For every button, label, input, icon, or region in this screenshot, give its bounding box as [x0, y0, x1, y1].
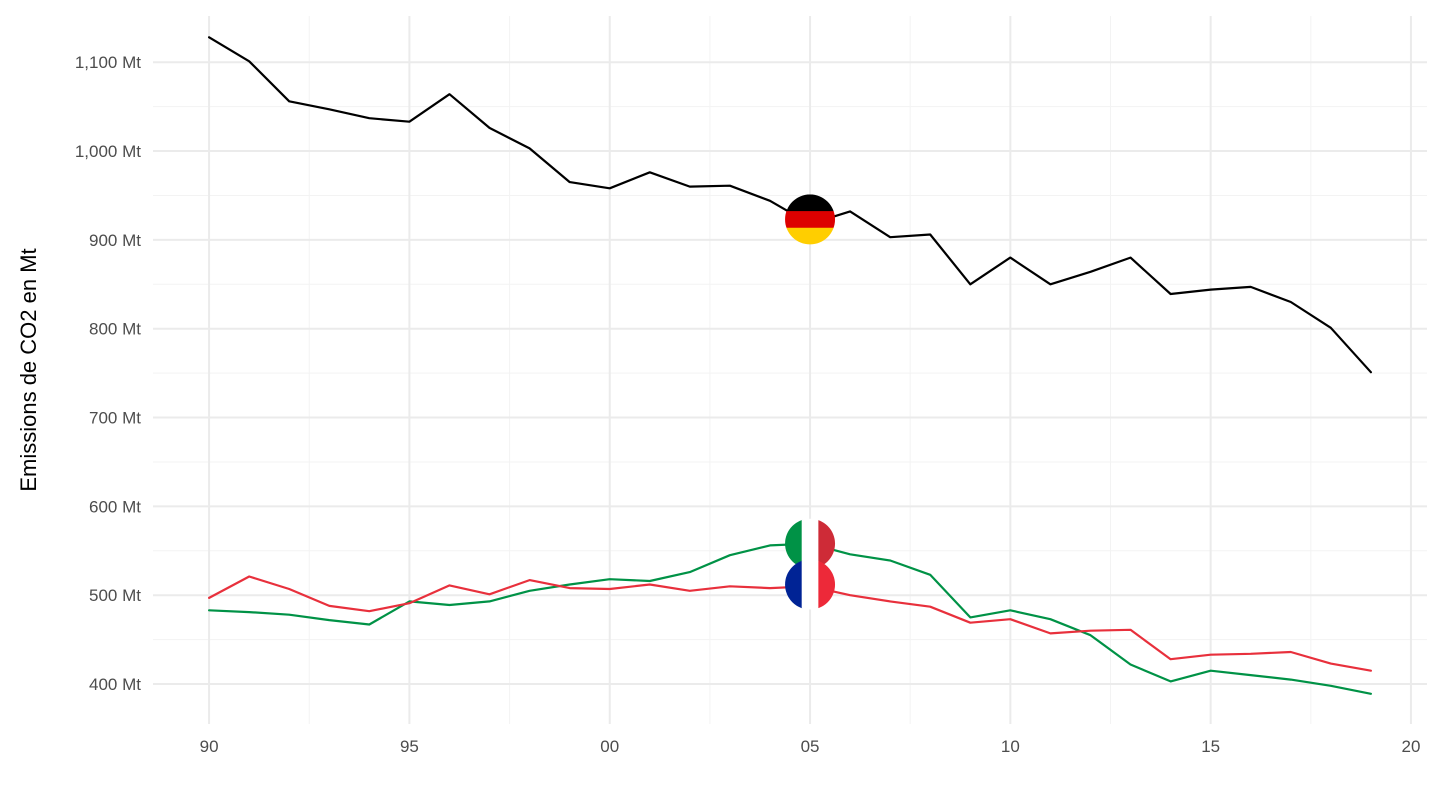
- grid: [153, 16, 1427, 724]
- y-tick-label: 500 Mt: [89, 586, 141, 605]
- y-tick-label: 400 Mt: [89, 675, 141, 694]
- y-tick-label: 700 Mt: [89, 409, 141, 428]
- x-tick-label: 10: [1001, 737, 1020, 756]
- y-tick-label: 1,100 Mt: [75, 53, 141, 72]
- france-flag-icon: [785, 559, 836, 610]
- y-axis: 400 Mt 500 Mt 600 Mt 700 Mt 800 Mt 900 Mt 1,00…: [75, 53, 141, 694]
- x-tick-label: 00: [600, 737, 619, 756]
- x-axis: 90 95 00 05 10 15 20: [200, 737, 1421, 756]
- germany-flag-icon: [785, 194, 836, 245]
- x-tick-label: 20: [1402, 737, 1421, 756]
- y-tick-label: 900 Mt: [89, 231, 141, 250]
- x-tick-label: 95: [400, 737, 419, 756]
- x-tick-label: 15: [1201, 737, 1220, 756]
- series-line-2: [208, 542, 1373, 695]
- x-tick-label: 05: [801, 737, 820, 756]
- y-tick-label: 600 Mt: [89, 497, 141, 516]
- x-tick-label: 90: [200, 737, 219, 756]
- y-axis-title: Emissions de CO2 en Mt: [16, 248, 41, 491]
- y-tick-label: 1,000 Mt: [75, 142, 141, 161]
- y-tick-label: 800 Mt: [89, 320, 141, 339]
- italy-flag-icon: [785, 518, 836, 569]
- flag-markers: [785, 194, 836, 610]
